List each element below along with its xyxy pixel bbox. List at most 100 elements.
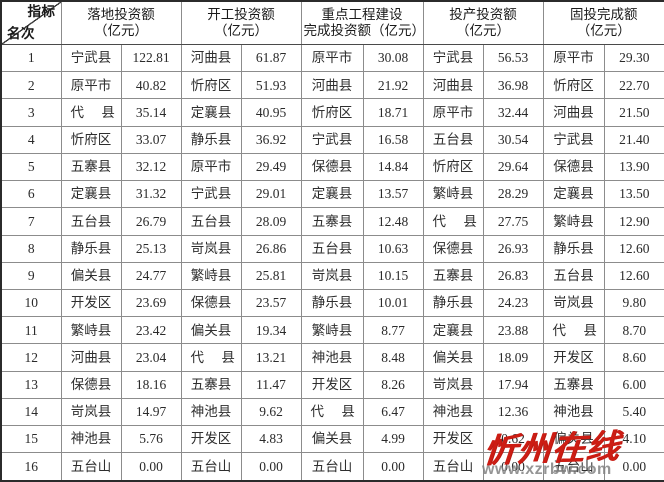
investment-value-cell: 0.00 (240, 452, 302, 482)
investment-value-cell: 0.00 (482, 452, 544, 482)
corner-metric-label: 指标 (27, 4, 56, 19)
place-name-cell: 原平市 (422, 98, 484, 127)
place-name-cell: 定襄县 (542, 180, 605, 209)
investment-value-cell: 23.42 (120, 316, 182, 345)
place-name-cell: 繁峙县 (542, 207, 605, 236)
corner-header-cell: 指标 名次 (0, 0, 62, 45)
place-name-cell: 忻府区 (180, 71, 242, 100)
place-name-cell: 代 县 (60, 98, 122, 127)
investment-value-cell: 9.80 (603, 288, 664, 318)
investment-value-cell: 36.92 (240, 125, 302, 154)
place-name-cell: 偏关县 (180, 316, 242, 345)
table-row: 9 偏关县 24.77 繁峙县 25.81 岢岚县 10.15 五寨县 26.83 五台县 12.6… (0, 261, 664, 290)
rank-number-cell: 2 (0, 71, 62, 100)
rank-number-cell: 6 (0, 180, 62, 209)
investment-value-cell: 29.30 (603, 43, 664, 73)
place-name-cell: 河曲县 (180, 43, 242, 73)
place-name-cell: 静乐县 (542, 234, 605, 263)
place-name-cell: 五寨县 (422, 261, 484, 290)
investment-value-cell: 8.77 (362, 316, 424, 345)
place-name-cell: 宁武县 (422, 43, 484, 73)
place-name-cell: 定襄县 (180, 98, 242, 127)
investment-value-cell: 33.07 (120, 125, 182, 154)
rank-number-cell: 7 (0, 207, 62, 236)
investment-value-cell: 4.83 (240, 425, 302, 454)
place-name-cell: 五台山 (422, 452, 484, 482)
place-name-cell: 保德县 (422, 234, 484, 263)
investment-value-cell: 40.95 (240, 98, 302, 127)
column-group-header-2: 开工投资额 （亿元） (180, 0, 302, 45)
investment-value-cell: 26.93 (482, 234, 544, 263)
rank-number-cell: 11 (0, 316, 62, 345)
investment-value-cell: 6.00 (603, 370, 664, 399)
place-name-cell: 保德县 (300, 152, 364, 182)
investment-value-cell: 122.81 (120, 43, 182, 73)
investment-value-cell: 11.47 (240, 370, 302, 399)
investment-value-cell: 25.13 (120, 234, 182, 263)
investment-value-cell: 61.87 (240, 43, 302, 73)
place-name-cell: 保德县 (180, 288, 242, 318)
group-title-3: 重点工程建设 (321, 7, 403, 23)
investment-value-cell: 31.32 (120, 180, 182, 209)
table-row: 2 原平市 40.82 忻府区 51.93 河曲县 21.92 河曲县 36.98 忻府区 22.7… (0, 71, 664, 100)
group-unit-3: 完成投资额（亿元） (303, 23, 423, 38)
rank-number-cell: 4 (0, 125, 62, 154)
place-name-cell: 开发区 (422, 425, 484, 454)
place-name-cell: 定襄县 (300, 180, 364, 209)
investment-value-cell: 28.09 (240, 207, 302, 236)
place-name-cell: 开发区 (542, 343, 605, 372)
place-name-cell: 保德县 (60, 370, 122, 399)
investment-value-cell: 12.90 (603, 207, 664, 236)
investment-value-cell: 5.40 (603, 397, 664, 427)
place-name-cell: 宁武县 (542, 125, 605, 154)
place-name-cell: 河曲县 (60, 343, 122, 372)
investment-value-cell: 0.00 (362, 452, 424, 482)
table-row: 5 五寨县 32.12 原平市 29.49 保德县 14.84 忻府区 29.64 保德县 13.9… (0, 152, 664, 182)
rank-number-cell: 1 (0, 43, 62, 73)
place-name-cell: 代 县 (180, 343, 242, 372)
place-name-cell: 忻府区 (300, 98, 364, 127)
place-name-cell: 偏关县 (422, 343, 484, 372)
place-name-cell: 开发区 (300, 370, 364, 399)
table-row: 1 宁武县 122.81 河曲县 61.87 原平市 30.08 宁武县 56.53 原平市 29.… (0, 43, 664, 73)
table-header: 指标 名次 落地投资额 （亿元） 开工投资额 （亿元） 重点工程建设 完成投资额… (0, 0, 664, 45)
investment-value-cell: 30.08 (362, 43, 424, 73)
investment-value-cell: 18.09 (482, 343, 544, 372)
investment-value-cell: 23.57 (240, 288, 302, 318)
investment-value-cell: 21.40 (603, 125, 664, 154)
place-name-cell: 繁峙县 (180, 261, 242, 290)
place-name-cell: 保德县 (542, 152, 605, 182)
column-group-header-3: 重点工程建设 完成投资额（亿元） (300, 0, 424, 45)
table-row: 16 五台山 0.00 五台山 0.00 五台山 0.00 五台山 0.00 五台山 0.00 (0, 452, 664, 482)
place-name-cell: 岢岚县 (422, 370, 484, 399)
investment-value-cell: 10.63 (362, 234, 424, 263)
rank-number-cell: 5 (0, 152, 62, 182)
rank-number-cell: 8 (0, 234, 62, 263)
rank-number-cell: 12 (0, 343, 62, 372)
investment-value-cell: 4.99 (362, 425, 424, 454)
investment-value-cell: 16.58 (362, 125, 424, 154)
place-name-cell: 河曲县 (422, 71, 484, 100)
place-name-cell: 原平市 (60, 71, 122, 100)
place-name-cell: 五寨县 (180, 370, 242, 399)
investment-value-cell: 26.79 (120, 207, 182, 236)
group-title-1: 落地投资额 (87, 7, 155, 23)
table-row: 15 神池县 5.76 开发区 4.83 偏关县 4.99 开发区 0.62 偏关县 4.10 (0, 425, 664, 454)
investment-value-cell: 8.48 (362, 343, 424, 372)
group-unit-2: （亿元） (214, 23, 268, 38)
place-name-cell: 岢岚县 (60, 397, 122, 427)
investment-value-cell: 13.21 (240, 343, 302, 372)
investment-value-cell: 32.12 (120, 152, 182, 182)
investment-value-cell: 36.98 (482, 71, 544, 100)
place-name-cell: 静乐县 (60, 234, 122, 263)
place-name-cell: 原平市 (180, 152, 242, 182)
place-name-cell: 原平市 (300, 43, 364, 73)
corner-rank-label: 名次 (7, 26, 35, 42)
investment-value-cell: 12.36 (482, 397, 544, 427)
place-name-cell: 神池县 (60, 425, 122, 454)
place-name-cell: 忻府区 (60, 125, 122, 154)
place-name-cell: 五台县 (60, 207, 122, 236)
header-row: 指标 名次 落地投资额 （亿元） 开工投资额 （亿元） 重点工程建设 完成投资额… (0, 0, 664, 45)
